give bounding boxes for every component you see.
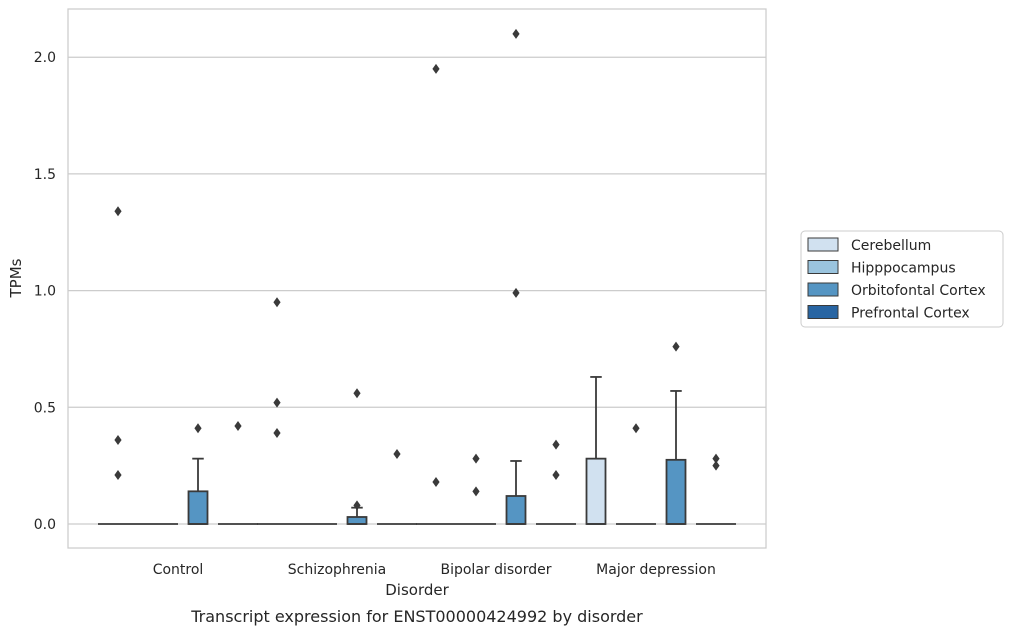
box-cerebellum <box>98 206 138 525</box>
outlier-point <box>632 423 640 434</box>
legend-label: Prefrontal Cortex <box>851 306 970 322</box>
box-body <box>505 495 527 525</box>
outlier-point <box>432 476 440 487</box>
outlier-point <box>273 397 281 408</box>
box-body <box>187 490 209 525</box>
x-tick-label: Bipolar disorder <box>440 562 551 578</box>
y-axis-title: TPMs <box>7 258 25 298</box>
legend-swatch <box>807 237 839 252</box>
x-axis-title: Disorder <box>385 581 449 599</box>
legend: Cerebellum Hipppocampus Orbitofontal Corte… <box>800 230 1004 328</box>
x-axis-ticks: Control Schizophrenia Bipolar disorder Majo… <box>153 562 716 578</box>
y-tick-label: 0.5 <box>34 400 56 416</box>
box-body <box>585 457 607 525</box>
y-tick-label: 0.0 <box>34 517 56 533</box>
chart-caption: Transcript expression for ENST0000042499… <box>190 607 643 626</box>
box-orbitofontal-cortex <box>346 388 368 525</box>
plot-area-frame <box>67 8 767 549</box>
outlier-point <box>353 388 361 399</box>
outlier-point <box>552 439 560 450</box>
y-tick-label: 1.0 <box>34 284 56 300</box>
legend-label: Cerebellum <box>851 238 931 254</box>
gridlines <box>68 56 766 525</box>
outlier-point <box>353 500 361 511</box>
legend-swatch <box>807 260 839 274</box>
box-cerebellum <box>257 297 297 525</box>
outlier-point <box>114 469 122 480</box>
box-hipppocampus <box>616 423 656 525</box>
outlier-point <box>472 486 480 497</box>
y-tick-label: 1.5 <box>34 167 56 183</box>
outlier-point <box>712 453 720 464</box>
box-orbitofontal-cortex <box>665 341 687 525</box>
box-plot-series <box>98 28 736 525</box>
y-tick-label: 2.0 <box>34 50 56 66</box>
outlier-point <box>234 420 242 431</box>
box-prefrontal-cortex <box>377 448 417 525</box>
box-prefrontal-cortex <box>536 439 576 525</box>
outlier-point <box>512 287 520 298</box>
outlier-point <box>672 341 680 352</box>
outlier-point <box>114 434 122 445</box>
outlier-point <box>114 206 122 217</box>
outlier-point <box>552 469 560 480</box>
box-prefrontal-cortex <box>218 420 258 525</box>
legend-swatch <box>807 282 839 297</box>
box-cerebellum <box>585 376 607 525</box>
outlier-point <box>273 427 281 438</box>
box-orbitofontal-cortex <box>505 28 527 525</box>
legend-label: Hipppocampus <box>851 261 956 277</box>
y-axis-ticks: 0.0 0.5 1.0 1.5 2.0 <box>34 50 56 533</box>
legend-swatch <box>807 305 839 319</box>
box-cerebellum <box>416 63 456 525</box>
legend-label: Orbitofontal Cortex <box>851 283 986 299</box>
x-tick-label: Control <box>153 562 204 578</box>
box-body <box>346 516 368 525</box>
outlier-point <box>273 297 281 308</box>
outlier-point <box>393 448 401 459</box>
x-tick-label: Major depression <box>596 562 716 578</box>
box-prefrontal-cortex <box>696 453 736 525</box>
outlier-point <box>512 28 520 39</box>
box-body <box>665 458 687 525</box>
outlier-point <box>472 453 480 464</box>
x-tick-label: Schizophrenia <box>288 562 386 578</box>
legend-frame <box>800 230 1004 328</box>
box-orbitofontal-cortex <box>187 423 209 525</box>
outlier-point <box>432 63 440 74</box>
box-hipppocampus <box>456 453 496 525</box>
outlier-point <box>194 423 202 434</box>
outlier-point <box>712 460 720 471</box>
